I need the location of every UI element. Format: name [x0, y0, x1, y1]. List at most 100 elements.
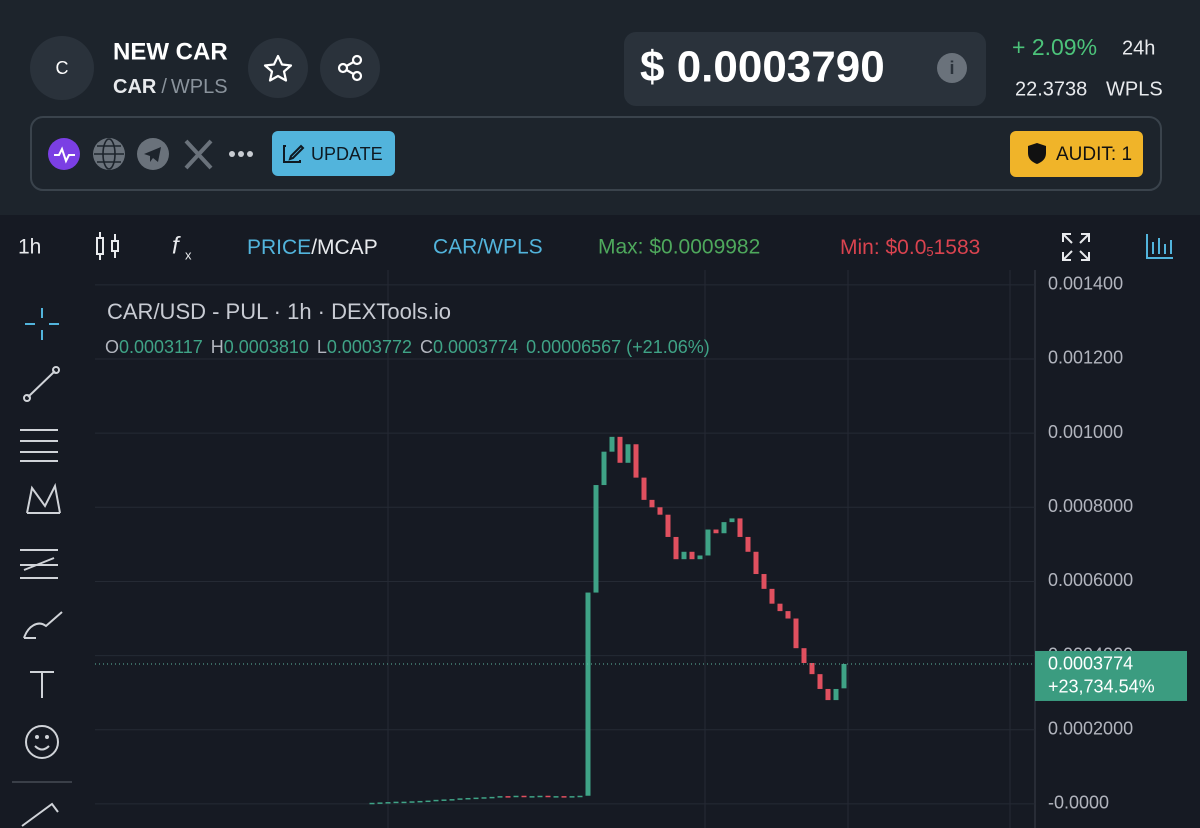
- ruler-tool[interactable]: [21, 802, 59, 827]
- candle-body: [545, 795, 551, 798]
- candle-body: [641, 477, 647, 500]
- candle-body: [665, 514, 671, 537]
- candle-body: [801, 648, 807, 664]
- l-value: 0.0003772: [327, 337, 412, 357]
- candle-body: [521, 795, 527, 798]
- last-price-label: 0.0003774: [1048, 654, 1133, 674]
- fib-tool[interactable]: [20, 429, 58, 462]
- candle-body: [729, 518, 735, 523]
- links-box: [30, 116, 1162, 191]
- period: 24h: [1122, 37, 1155, 59]
- y-tick-label: 0.001200: [1048, 348, 1123, 368]
- price-mcap[interactable]: PRICE/MCAP: [247, 236, 378, 259]
- candle-body: [377, 802, 383, 804]
- star-icon: [263, 54, 293, 82]
- chart-bg: [0, 215, 1200, 828]
- candle-body: [593, 485, 599, 593]
- indicators-icon[interactable]: f: [172, 232, 181, 259]
- candle-body: [569, 796, 575, 798]
- chart-title: CAR/USD - PUL · 1h · DEXTools.io: [107, 299, 451, 324]
- candle-body: [553, 796, 559, 798]
- candle-body: [457, 798, 463, 800]
- candle-body: [737, 518, 743, 537]
- pattern-tool[interactable]: [26, 482, 61, 514]
- candle-body: [513, 795, 519, 798]
- candle-body: [673, 536, 679, 560]
- favorite-button[interactable]: [248, 38, 308, 98]
- interval[interactable]: 1h: [18, 236, 41, 259]
- y-tick-label: 0.001400: [1048, 274, 1123, 294]
- price-toggle[interactable]: PRICE: [247, 236, 311, 259]
- candle-body: [689, 551, 695, 560]
- candle-body: [713, 529, 719, 534]
- change-value: 0.00006567 (+21.06%): [526, 337, 710, 357]
- candle-body: [449, 799, 455, 801]
- candle-type-icon[interactable]: [96, 232, 119, 260]
- candle-body: [825, 688, 831, 701]
- candle-body: [497, 796, 503, 798]
- max-price: Max: $0.0009982: [598, 236, 760, 259]
- candle-body: [633, 444, 639, 478]
- candle-body: [833, 688, 839, 701]
- trendline-tool[interactable]: [23, 366, 60, 402]
- base: CAR: [113, 76, 157, 98]
- projection-tool[interactable]: [20, 549, 58, 579]
- candle-body: [537, 795, 543, 798]
- min-price: Min: $0.051583: [840, 236, 980, 260]
- token-name: NEW CAR: [113, 38, 228, 65]
- y-tick-label: -0.0000: [1048, 793, 1109, 813]
- candle-body: [425, 800, 431, 803]
- quote: WPLS: [171, 76, 228, 98]
- share-button[interactable]: [320, 38, 380, 98]
- candle-body: [585, 592, 591, 796]
- candle-body: [369, 802, 375, 805]
- o-label: O: [105, 337, 119, 357]
- brush-tool[interactable]: [23, 611, 63, 639]
- pair: CAR / WPLS: [113, 76, 228, 98]
- min-sub: 5: [926, 244, 933, 259]
- price: $ 0.0003790: [640, 43, 885, 92]
- min-suffix: 1583: [934, 236, 981, 259]
- audit-button[interactable]: [1010, 131, 1143, 177]
- drawing-tools: [12, 308, 72, 827]
- last-price-tag: [1035, 650, 1187, 701]
- candle-body: [761, 574, 767, 589]
- more-icon[interactable]: [229, 151, 253, 157]
- mcap-toggle[interactable]: /MCAP: [311, 236, 378, 259]
- candle-body: [785, 611, 791, 619]
- edit-icon: [283, 144, 305, 163]
- crosshair-tool[interactable]: [25, 308, 59, 340]
- plot: [95, 284, 1035, 805]
- info-i: i: [949, 58, 954, 78]
- fullscreen-icon[interactable]: [1062, 233, 1090, 261]
- candle-body: [401, 801, 407, 804]
- pair-toggle[interactable]: CAR/WPLS: [433, 236, 543, 259]
- candle-body: [705, 529, 711, 556]
- update-button[interactable]: [272, 131, 395, 176]
- candle-body: [841, 663, 847, 689]
- candle-body: [473, 797, 479, 800]
- text-tool[interactable]: [30, 671, 54, 698]
- audit-label: AUDIT: 1: [1056, 144, 1132, 165]
- candle-body: [417, 800, 423, 803]
- candle-body: [385, 802, 391, 804]
- candle-body: [577, 795, 583, 798]
- c-value: 0.0003774: [433, 337, 518, 357]
- candle-body: [609, 436, 615, 452]
- x-icon[interactable]: [184, 139, 213, 170]
- y-tick-label: 0.0006000: [1048, 570, 1133, 590]
- candle-body: [745, 536, 751, 552]
- min-prefix: Min: $0.0: [840, 236, 926, 259]
- share-icon: [337, 54, 363, 82]
- candle-body: [489, 796, 495, 799]
- chart-mode-icon[interactable]: [1146, 234, 1173, 259]
- candle-body: [753, 551, 759, 575]
- emoji-tool[interactable]: [25, 725, 59, 759]
- candle-body: [777, 603, 783, 612]
- o-value: 0.0003117: [119, 337, 203, 357]
- info-icon[interactable]: [937, 53, 967, 83]
- l-label: L: [317, 337, 327, 357]
- candle-body: [817, 674, 823, 689]
- last-change-label: +23,734.54%: [1048, 677, 1155, 697]
